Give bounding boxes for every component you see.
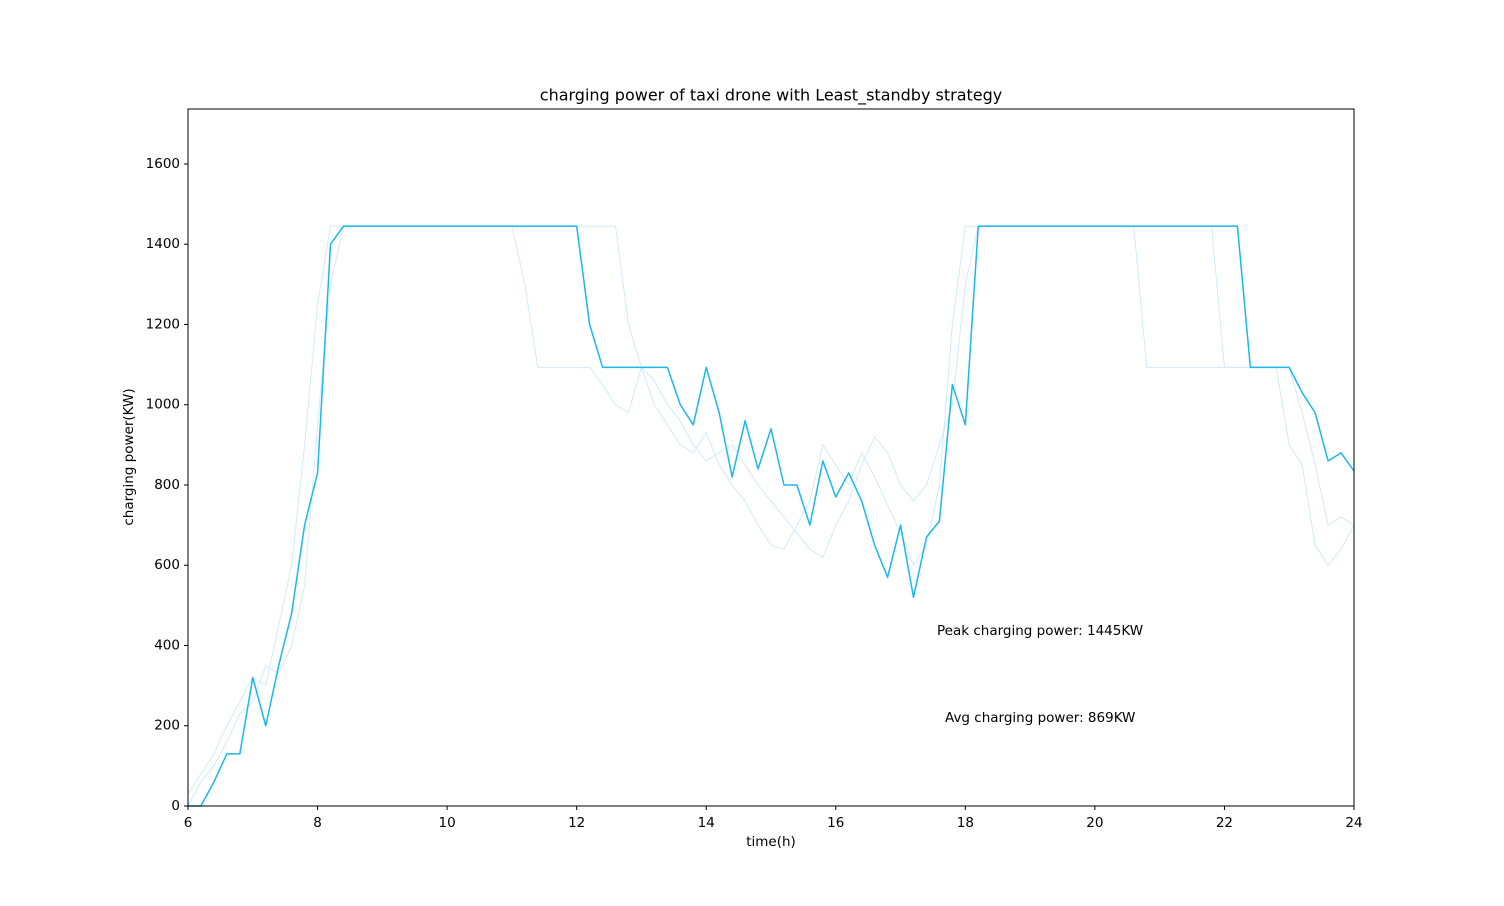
y-tick-label: 1200 xyxy=(146,316,180,332)
x-tick-label: 8 xyxy=(313,815,322,831)
y-tick-label: 1600 xyxy=(146,156,180,172)
y-tick-label: 1400 xyxy=(146,236,180,252)
y-tick-label: 0 xyxy=(171,798,180,814)
y-tick-label: 1000 xyxy=(146,397,180,413)
x-tick-label: 24 xyxy=(1345,815,1362,831)
annotation: Avg charging power: 869KW xyxy=(945,710,1135,726)
chart-title: charging power of taxi drone with Least_… xyxy=(540,86,1002,106)
y-tick-label: 800 xyxy=(154,477,180,493)
y-tick-label: 600 xyxy=(154,557,180,573)
x-tick-label: 16 xyxy=(827,815,844,831)
y-tick-label: 200 xyxy=(154,718,180,734)
x-tick-label: 10 xyxy=(439,815,456,831)
x-axis-label: time(h) xyxy=(746,834,796,850)
series-line xyxy=(188,225,1355,807)
x-tick-label: 18 xyxy=(957,815,974,831)
series-line xyxy=(187,225,1355,807)
annotation: Peak charging power: 1445KW xyxy=(937,623,1143,639)
x-tick-label: 12 xyxy=(568,815,585,831)
y-axis-label: charging power(KW) xyxy=(121,388,137,525)
x-tick-label: 20 xyxy=(1086,815,1103,831)
x-tick-label: 6 xyxy=(184,815,193,831)
plot-frame xyxy=(187,108,1355,807)
x-tick-label: 22 xyxy=(1216,815,1233,831)
x-tick-label: 14 xyxy=(698,815,715,831)
y-tick-label: 400 xyxy=(154,637,180,653)
series-line xyxy=(187,225,1355,795)
